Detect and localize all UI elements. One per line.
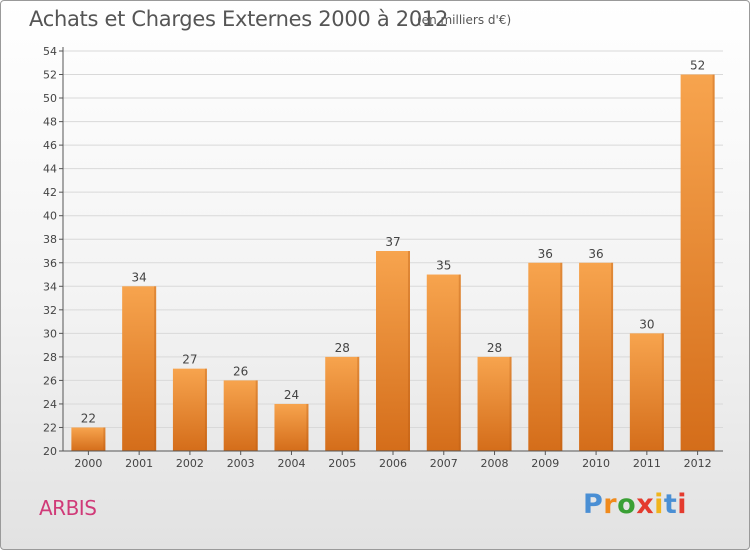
x-tick-label: 2003 xyxy=(227,457,255,470)
bar xyxy=(376,251,410,451)
x-tick-label: 2008 xyxy=(481,457,509,470)
bar-edge xyxy=(255,380,258,451)
x-tick-label: 2010 xyxy=(582,457,610,470)
x-tick-label: 2002 xyxy=(176,457,204,470)
data-label: 36 xyxy=(538,247,553,261)
axes: 20 22 24 26 28 30 32 34 36 38 40 42 44 46 48 50 52 54 2000… xyxy=(43,45,723,470)
logo-letter: i xyxy=(654,489,664,520)
data-label: 28 xyxy=(487,341,502,355)
bar xyxy=(172,368,207,451)
logo-letter: x xyxy=(636,489,655,520)
data-label: 26 xyxy=(233,364,248,378)
bar xyxy=(223,380,258,451)
y-tick-label: 46 xyxy=(43,139,57,152)
logo-letter: t xyxy=(663,489,678,520)
bar xyxy=(426,274,461,451)
bar xyxy=(579,262,614,451)
x-tick-label: 2005 xyxy=(328,457,356,470)
bar-edge xyxy=(611,262,614,451)
bar xyxy=(71,427,106,451)
bar xyxy=(122,286,157,451)
data-label: 34 xyxy=(132,270,147,284)
x-tick-label: 2000 xyxy=(74,457,102,470)
bar-edge xyxy=(103,427,106,451)
data-label: 28 xyxy=(335,341,350,355)
y-tick-label: 50 xyxy=(43,92,57,105)
commune-name: ARBIS xyxy=(39,496,97,520)
data-label: 52 xyxy=(690,59,705,73)
logo-letter: P xyxy=(583,489,604,520)
bar xyxy=(629,333,664,451)
y-tick-label: 38 xyxy=(43,233,57,246)
bar xyxy=(477,356,512,451)
y-tick-label: 44 xyxy=(43,163,57,176)
bar-edge xyxy=(357,356,360,451)
x-tick-label: 2012 xyxy=(684,457,712,470)
y-tick-label: 52 xyxy=(43,69,57,82)
data-labels: 22 34 27 26 24 28 37 35 28 36 36 30 52 xyxy=(81,59,706,426)
y-tick-label: 36 xyxy=(43,257,57,270)
y-tick-label: 34 xyxy=(43,280,57,293)
chart-subtitle: (en milliers d'€) xyxy=(417,13,512,27)
bar xyxy=(274,403,309,451)
bar-edge xyxy=(408,251,410,451)
logo-letter: o xyxy=(617,489,637,520)
data-label: 30 xyxy=(639,317,654,331)
logo-letter: r xyxy=(603,489,618,520)
bar-edge xyxy=(560,262,563,451)
x-tick-label: 2009 xyxy=(531,457,559,470)
logo-letter: i xyxy=(677,489,688,520)
y-tick-label: 40 xyxy=(43,210,57,223)
bar-edge xyxy=(661,333,664,451)
y-tick-label: 20 xyxy=(43,445,57,458)
y-tick-label: 32 xyxy=(43,304,57,317)
bar-edge xyxy=(154,286,157,451)
x-tick-label: 2001 xyxy=(125,457,153,470)
y-tick-label: 48 xyxy=(43,116,57,129)
bar xyxy=(528,262,563,451)
data-label: 24 xyxy=(284,388,299,402)
chart-title: Achats et Charges Externes 2000 à 2012 xyxy=(29,7,449,31)
x-tick-label: 2011 xyxy=(633,457,661,470)
y-tick-label: 42 xyxy=(43,186,57,199)
x-tick-label: 2007 xyxy=(430,457,458,470)
bars xyxy=(71,74,715,451)
data-label: 27 xyxy=(182,353,197,367)
y-tick-label: 24 xyxy=(43,398,57,411)
y-tick-label: 26 xyxy=(43,374,57,387)
bar-edge xyxy=(306,403,309,451)
bar xyxy=(680,74,715,451)
bar-edge xyxy=(712,74,715,451)
data-label: 22 xyxy=(81,411,96,425)
y-tick-label: 54 xyxy=(43,45,57,58)
y-tick-label: 28 xyxy=(43,351,57,364)
y-tick-label: 22 xyxy=(43,421,57,434)
bar-edge xyxy=(458,274,461,451)
data-label: 37 xyxy=(385,235,400,249)
y-tick-label: 30 xyxy=(43,327,57,340)
proxiti-logo[interactable]: Proxiti xyxy=(583,489,687,520)
bar-edge xyxy=(204,368,207,451)
x-tick-label: 2006 xyxy=(379,457,407,470)
x-tick-label: 2004 xyxy=(277,457,305,470)
data-label: 36 xyxy=(588,247,603,261)
bar xyxy=(325,356,360,451)
bar-edge xyxy=(509,356,512,451)
data-label: 35 xyxy=(436,259,451,273)
